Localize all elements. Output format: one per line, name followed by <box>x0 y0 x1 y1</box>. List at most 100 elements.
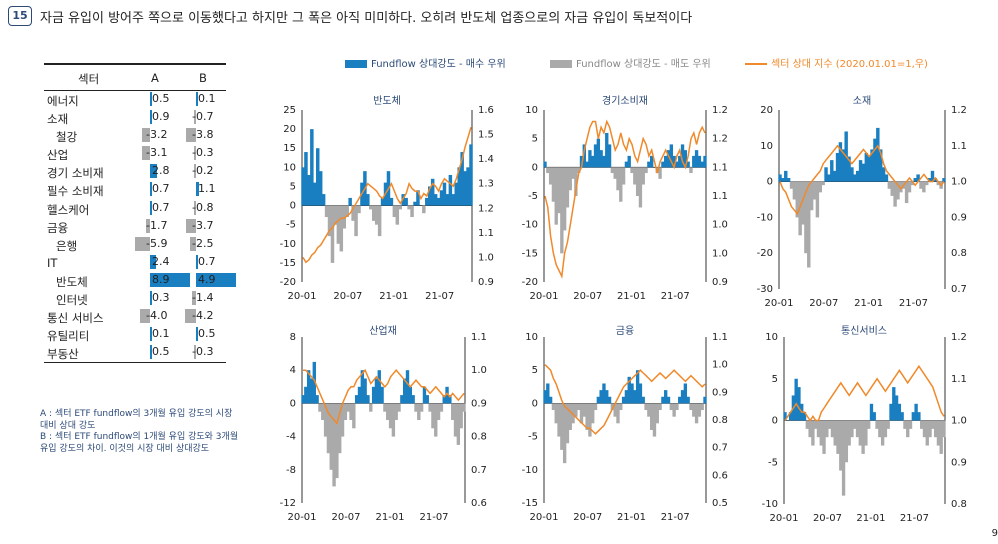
sector-label: 은행 <box>56 238 78 253</box>
flow-bar <box>939 420 943 454</box>
flow-bar <box>324 205 329 218</box>
flow-bar <box>442 182 447 206</box>
flow-bar <box>377 205 382 237</box>
flow-bar <box>694 150 699 168</box>
value-bar-a <box>141 146 150 161</box>
flow-bar <box>680 144 685 168</box>
value-a: -3.1 <box>146 146 168 160</box>
flow-bar <box>318 171 323 206</box>
flow-bar <box>936 420 941 446</box>
flow-bar <box>574 167 578 196</box>
flow-bar <box>560 167 564 254</box>
x-tick: 21-07 <box>425 291 454 302</box>
value-bar-b <box>186 128 196 143</box>
flow-bar <box>546 167 550 174</box>
y-right-tick: 1.3 <box>478 179 494 190</box>
flow-bar <box>397 403 401 412</box>
sector-index-line <box>303 368 465 425</box>
flow-bar <box>304 386 308 404</box>
y-right-tick: 1.1 <box>712 191 728 202</box>
y-left-tick: 10 <box>760 141 773 152</box>
flow-bar <box>451 194 456 206</box>
flow-bar <box>832 170 837 182</box>
flow-bar <box>448 174 453 206</box>
chart-title: 금융 <box>616 325 634 337</box>
flow-bar <box>369 403 373 412</box>
flow-bar <box>886 420 890 429</box>
x-tick: 21-01 <box>856 513 885 524</box>
flow-bar <box>301 167 305 206</box>
flow-bar <box>414 403 418 412</box>
y-left-tick: 0 <box>290 201 296 212</box>
flow-bar <box>824 167 828 182</box>
flow-bar <box>602 155 606 168</box>
value-bar-b <box>185 309 196 324</box>
y-left-tick: -5 <box>768 457 778 468</box>
value-b: -0.7 <box>192 110 214 124</box>
table-row: 경기 소비재 2.8 -0.2 <box>44 163 226 181</box>
x-tick: 21-07 <box>661 512 690 523</box>
flow-bar <box>462 403 466 412</box>
flow-bar <box>827 420 832 429</box>
y-right-tick: 1.2 <box>712 105 728 116</box>
flow-bar <box>326 403 331 454</box>
y-left-tick: 0 <box>290 398 296 409</box>
flow-bar <box>548 396 553 404</box>
value-bar-b <box>194 345 196 360</box>
flow-bar <box>377 370 381 404</box>
x-tick: 21-01 <box>854 298 883 309</box>
chart-title: 경기소비재 <box>602 94 648 107</box>
flow-bar <box>621 167 626 185</box>
flow-bar <box>410 205 414 218</box>
flow-bar <box>386 403 390 420</box>
y-left-tick: -10 <box>522 465 538 476</box>
flow-bar <box>652 403 657 437</box>
flow-bar <box>436 197 441 206</box>
flow-bar <box>638 167 643 208</box>
flow-bar <box>463 171 467 206</box>
flow-bar <box>907 181 912 193</box>
flow-bar <box>577 403 581 411</box>
y-left-tick: -5 <box>528 432 538 443</box>
x-tick: 20-07 <box>809 298 838 309</box>
flow-bar <box>380 197 385 206</box>
value-b: -0.3 <box>192 345 214 359</box>
y-right-tick: 1.0 <box>951 416 967 427</box>
sector-label: 유틸리티 <box>47 329 90 344</box>
y-right-tick: 1.0 <box>712 360 728 371</box>
y-left-tick: 20 <box>283 124 296 135</box>
flow-bar <box>339 205 344 252</box>
y-right-tick: 0.9 <box>471 398 487 409</box>
flow-bar <box>649 155 654 168</box>
flow-bar <box>812 181 817 200</box>
value-bar-a <box>145 218 150 233</box>
flow-bar <box>887 181 892 189</box>
x-tick: 20-01 <box>529 291 558 302</box>
value-b: 0.5 <box>198 327 216 341</box>
flow-bar <box>914 403 918 421</box>
sector-label: 통신 서비스 <box>47 311 104 326</box>
flow-bar <box>678 396 682 404</box>
flow-bar <box>340 403 345 437</box>
flow-bar <box>850 167 854 182</box>
flow-bar <box>897 403 902 421</box>
y-left-tick: 20 <box>760 105 773 116</box>
flow-bar <box>788 412 793 421</box>
legend-sell-label: Fundflow 상대강도 - 매도 우위 <box>576 59 711 70</box>
y-right-tick: 1.1 <box>471 332 487 343</box>
flow-bar <box>577 167 581 174</box>
flow-bar <box>312 361 316 404</box>
flow-bar <box>351 205 355 221</box>
y-left-tick: 4 <box>290 365 296 376</box>
table-row: 인터넷 0.3 -1.4 <box>44 290 226 308</box>
x-tick: 21-07 <box>900 513 929 524</box>
flow-bar <box>348 197 352 206</box>
flow-bar <box>588 150 592 168</box>
flow-bar <box>315 395 319 404</box>
y-left-tick: -15 <box>522 498 538 509</box>
flow-bar <box>582 144 586 168</box>
flow-bar <box>389 197 394 206</box>
flow-bar <box>678 155 682 168</box>
value-b: -3.8 <box>192 128 214 142</box>
